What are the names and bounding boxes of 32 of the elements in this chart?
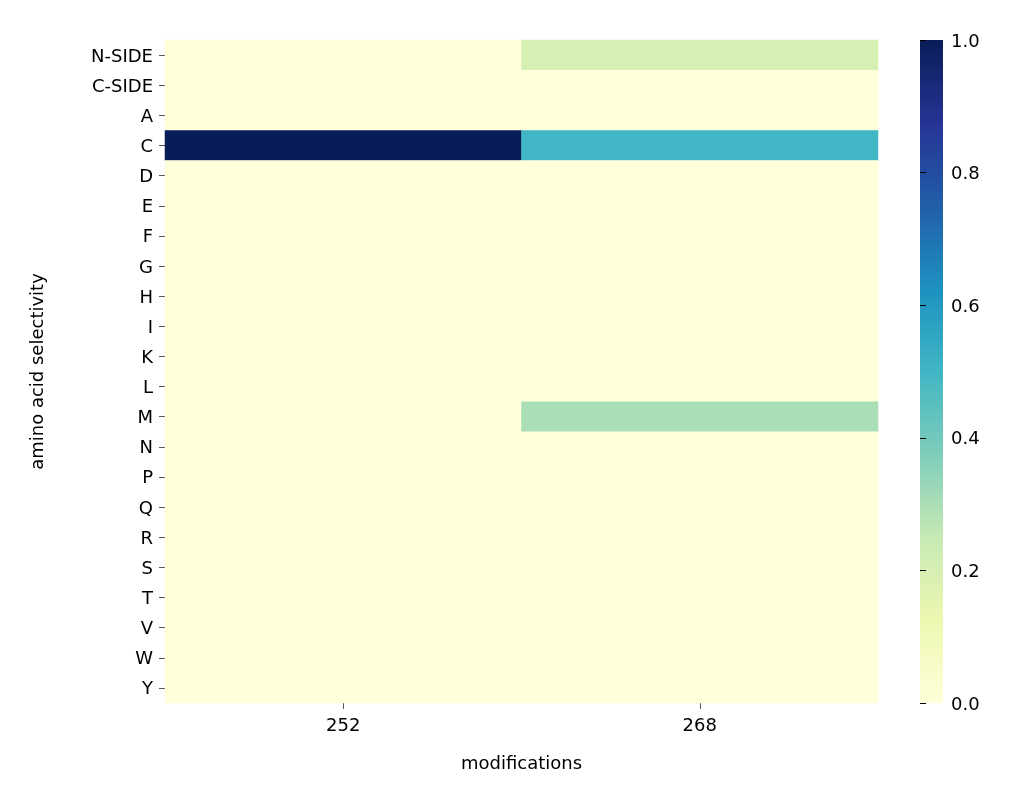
color-bar-label: 0.0	[951, 692, 980, 714]
y-tick-label: A	[140, 104, 154, 126]
color-bar-label: 0.6	[951, 294, 980, 316]
y-tick-label: P	[142, 466, 154, 488]
y-tick-label: N	[139, 436, 153, 458]
color-bar-label: 0.8	[951, 162, 980, 184]
y-tick-label: T	[141, 587, 154, 609]
y-tick-label: V	[140, 617, 154, 639]
y-tick-label: N-SIDE	[91, 44, 153, 66]
x-axis-title: modifications	[460, 751, 583, 773]
y-tick-label: L	[142, 376, 153, 398]
color-bar-label: 1.0	[951, 29, 980, 51]
y-tick-label: M	[137, 406, 153, 428]
y-tick-label: D	[139, 165, 153, 187]
color-bar-label: 0.4	[951, 427, 980, 449]
y-tick-label: H	[139, 285, 153, 307]
y-tick-label: R	[140, 526, 153, 548]
y-tick-label: K	[141, 345, 155, 367]
color-bar-label: 0.2	[951, 559, 980, 581]
y-tick-label: I	[147, 315, 153, 337]
y-tick-label: G	[139, 255, 153, 277]
y-tick-label: S	[141, 556, 153, 578]
y-tick-label: E	[141, 195, 153, 217]
x-tick-label: 252	[326, 713, 361, 735]
y-tick-label: Q	[138, 496, 153, 518]
y-tick-label: C-SIDE	[91, 74, 153, 96]
y-tick-label: W	[135, 647, 154, 669]
y-tick-label: C	[140, 134, 153, 156]
y-tick-label: Y	[141, 677, 154, 699]
x-tick-label: 268	[682, 713, 717, 735]
y-tick-label: F	[142, 225, 153, 247]
y-axis-title: amino acid selectivity	[25, 272, 47, 470]
